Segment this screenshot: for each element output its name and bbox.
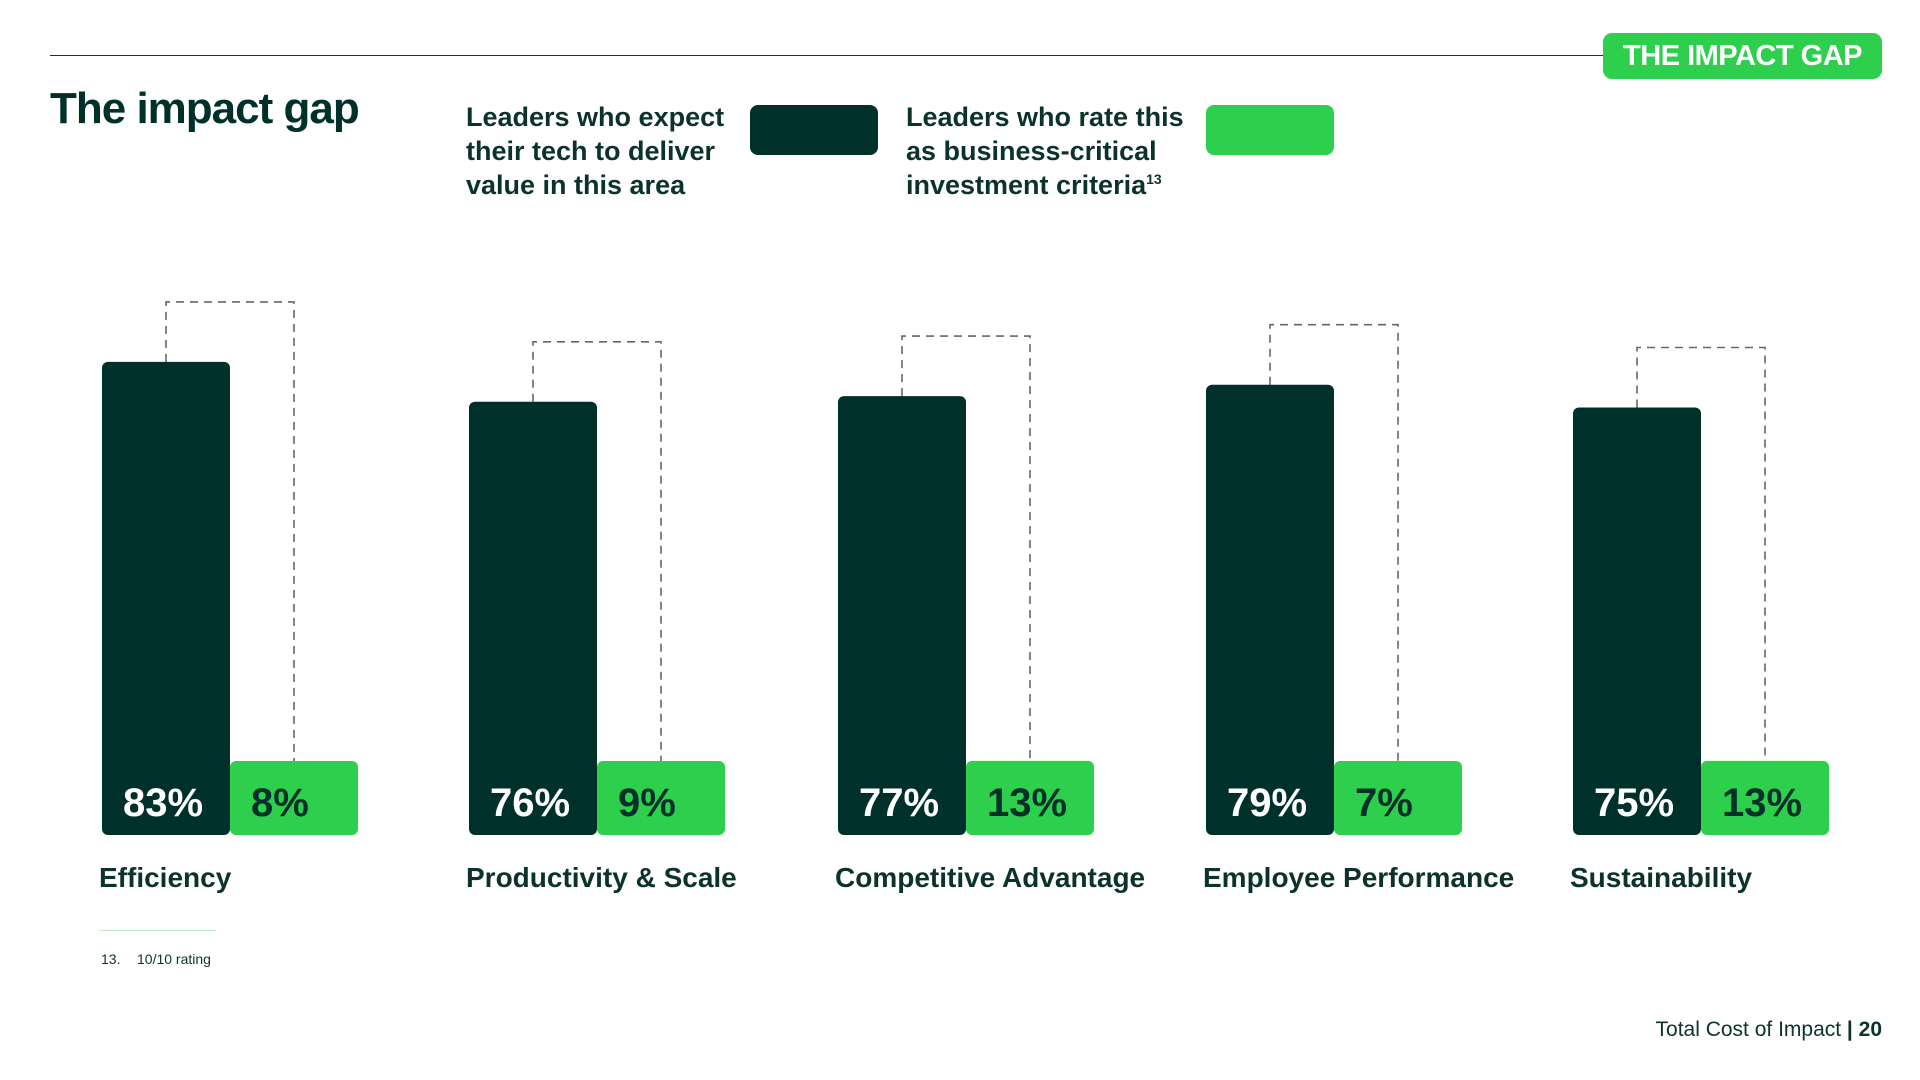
footnote-rule [100,930,216,931]
bar-critical-efficiency [230,761,358,835]
gap-connector-competitive-advantage [901,335,1031,761]
value-label-expect-employee-performance: 79% [1227,781,1307,825]
category-label-employee-performance: Employee Performance [1203,862,1515,893]
footnote: 13. 10/10 rating [101,951,211,967]
legend-swatch-dark [750,105,878,155]
footer-page-number: 20 [1858,1018,1882,1041]
bar-expect-productivity-scale [469,401,597,835]
footer-separator: | [1841,1018,1859,1041]
footnote-number: 13. [101,951,121,967]
section-tag: THE IMPACT GAP [1603,33,1882,79]
footnote-text: 10/10 rating [137,951,211,967]
bar-critical-employee-performance [1334,761,1462,835]
category-label-sustainability: Sustainability [1570,862,1753,893]
value-label-critical-productivity-scale: 9% [618,781,676,825]
legend-critical-label: Leaders who rate this as business-critic… [906,100,1184,202]
legend-expect-label: Leaders who expect their tech to deliver… [466,102,725,200]
value-label-expect-productivity-scale: 76% [490,781,570,825]
value-label-critical-competitive-advantage: 13% [987,781,1067,825]
gap-connector-productivity-scale [532,341,662,761]
gap-connector-sustainability [1636,346,1766,761]
gap-connector-employee-performance [1269,323,1399,761]
category-label-efficiency: Efficiency [99,862,232,893]
legend-swatch-green [1206,105,1334,155]
footer-doc-title: Total Cost of Impact [1655,1018,1842,1041]
legend-critical-text: Leaders who rate this as business-critic… [906,102,1184,200]
bar-expect-employee-performance [1206,384,1334,835]
bar-expect-sustainability [1573,407,1701,835]
bar-critical-productivity-scale [597,761,725,835]
bar-expect-competitive-advantage [838,396,966,835]
value-label-expect-sustainability: 75% [1594,781,1674,825]
top-rule [50,55,1610,56]
value-label-critical-employee-performance: 7% [1355,781,1413,825]
gap-connector-efficiency [165,301,295,761]
legend-critical-footnote-ref: 13 [1146,171,1162,187]
bar-expect-efficiency [102,361,230,835]
value-label-critical-efficiency: 8% [251,781,309,825]
value-label-expect-efficiency: 83% [123,781,203,825]
bar-critical-competitive-advantage [966,760,1094,835]
value-label-critical-sustainability: 13% [1722,781,1802,825]
page-footer: Total Cost of Impact | 20 [1656,1018,1882,1042]
category-label-competitive-advantage: Competitive Advantage [835,862,1146,893]
page-title: The impact gap [50,84,360,133]
value-label-expect-competitive-advantage: 77% [859,781,939,825]
bar-critical-sustainability [1701,760,1829,835]
category-label-productivity-scale: Productivity & Scale [466,862,737,893]
